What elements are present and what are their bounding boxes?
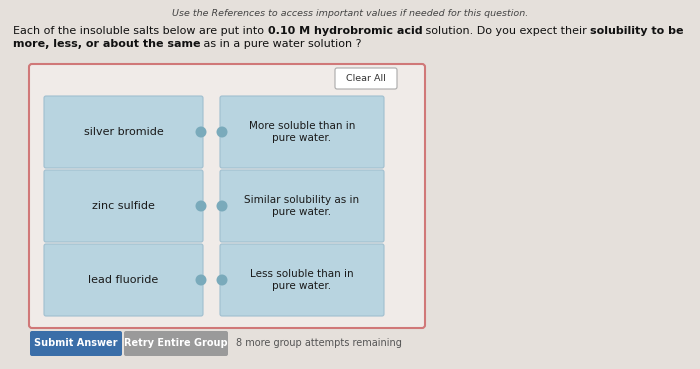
Circle shape <box>195 275 206 286</box>
FancyBboxPatch shape <box>29 64 425 328</box>
FancyBboxPatch shape <box>220 170 384 242</box>
FancyBboxPatch shape <box>30 331 122 356</box>
Text: as in a pure water solution ?: as in a pure water solution ? <box>200 39 362 49</box>
FancyBboxPatch shape <box>44 96 203 168</box>
Text: Use the References to access important values if needed for this question.: Use the References to access important v… <box>172 9 528 18</box>
Text: 8 more group attempts remaining: 8 more group attempts remaining <box>236 338 402 348</box>
Circle shape <box>216 127 228 138</box>
Text: 0.10 M hydrobromic acid: 0.10 M hydrobromic acid <box>267 26 422 36</box>
Text: more, less, or about the same: more, less, or about the same <box>13 39 200 49</box>
FancyBboxPatch shape <box>335 68 397 89</box>
Text: Submit Answer: Submit Answer <box>34 338 118 348</box>
Text: Each of the insoluble salts below are put into: Each of the insoluble salts below are pu… <box>13 26 267 36</box>
Text: More soluble than in
pure water.: More soluble than in pure water. <box>248 121 355 143</box>
FancyBboxPatch shape <box>124 331 228 356</box>
Circle shape <box>216 275 228 286</box>
Text: Retry Entire Group: Retry Entire Group <box>124 338 228 348</box>
Circle shape <box>195 127 206 138</box>
Text: Clear All: Clear All <box>346 74 386 83</box>
Text: Less soluble than in
pure water.: Less soluble than in pure water. <box>250 269 354 291</box>
FancyBboxPatch shape <box>220 244 384 316</box>
Text: Similar solubility as in
pure water.: Similar solubility as in pure water. <box>244 195 360 217</box>
FancyBboxPatch shape <box>44 170 203 242</box>
Text: zinc sulfide: zinc sulfide <box>92 201 155 211</box>
Text: solubility to be: solubility to be <box>590 26 684 36</box>
FancyBboxPatch shape <box>44 244 203 316</box>
Circle shape <box>195 200 206 211</box>
FancyBboxPatch shape <box>220 96 384 168</box>
Text: silver bromide: silver bromide <box>83 127 163 137</box>
Text: solution. Do you expect their: solution. Do you expect their <box>422 26 590 36</box>
Text: lead fluoride: lead fluoride <box>88 275 159 285</box>
Circle shape <box>216 200 228 211</box>
